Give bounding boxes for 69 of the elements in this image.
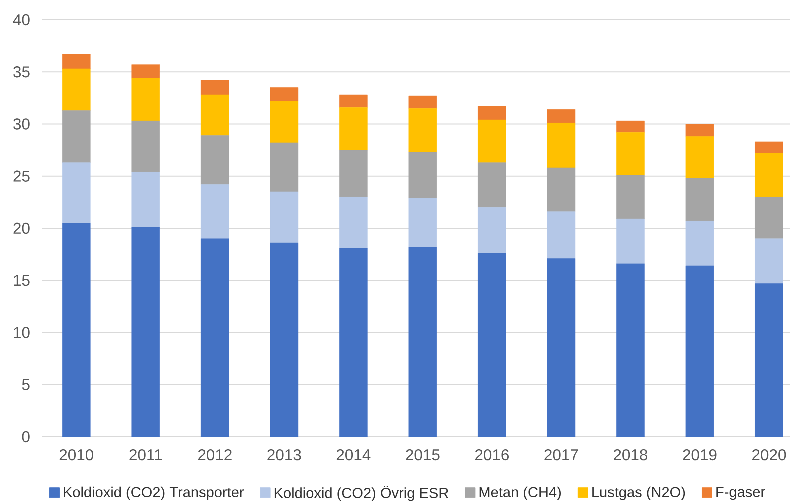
bar — [547, 168, 576, 212]
legend-label: Metan (CH4) — [480, 486, 561, 500]
bar — [686, 124, 714, 137]
y-tick-label: 40 — [13, 14, 30, 26]
bar — [408, 96, 438, 109]
x-tick-label: 2012 — [198, 450, 232, 461]
bar — [132, 172, 160, 228]
x-tick-label: 2011 — [130, 450, 162, 461]
bar — [547, 123, 576, 168]
bar — [478, 162, 506, 208]
x-tick-label: 2014 — [336, 450, 371, 461]
bar — [62, 68, 91, 111]
legend-label: Koldioxid (CO2) Övrig ESR — [274, 486, 448, 502]
bar — [132, 120, 160, 172]
x-tick-label: 2019 — [683, 450, 717, 461]
bar — [201, 80, 230, 96]
bar — [340, 107, 368, 150]
x-tick-label: 2013 — [268, 450, 302, 461]
y-tick-label: 35 — [14, 66, 30, 78]
bar — [478, 106, 506, 120]
bar — [616, 132, 645, 176]
bar — [132, 78, 160, 122]
x-tick-label: 2015 — [406, 450, 440, 461]
bar — [686, 221, 714, 266]
y-tick-label: 20 — [14, 222, 30, 234]
legend-label: Koldioxid (CO2) Transporter — [64, 486, 244, 500]
bar — [478, 208, 506, 254]
bar — [132, 64, 160, 79]
bar — [616, 218, 645, 264]
bar — [270, 88, 299, 102]
bar — [340, 94, 368, 108]
y-tick-label: 30 — [14, 118, 30, 130]
bar — [616, 120, 645, 133]
bar — [755, 197, 784, 240]
y-tick-label: 10 — [14, 327, 30, 338]
x-tick-label: 2018 — [614, 450, 648, 461]
x-tick-label: 2017 — [544, 450, 578, 461]
bar — [547, 212, 576, 259]
bar — [408, 198, 438, 248]
bar — [62, 54, 91, 70]
bar — [408, 108, 438, 153]
y-tick-label: 5 — [22, 379, 30, 390]
legend-label: Lustgas (N2O) — [592, 486, 686, 500]
bar — [340, 197, 368, 248]
bar — [547, 110, 576, 124]
x-tick-label: 2016 — [475, 450, 509, 461]
bar — [62, 110, 91, 163]
x-tick-label: 2020 — [752, 450, 786, 461]
bar — [755, 142, 784, 154]
bar — [201, 184, 230, 240]
bar — [686, 178, 714, 222]
bar — [616, 175, 645, 220]
bar — [270, 192, 299, 244]
bar — [201, 136, 230, 185]
bar — [686, 136, 714, 179]
bar — [408, 152, 438, 198]
bar — [755, 153, 784, 198]
bar — [62, 162, 91, 224]
bar — [270, 101, 299, 144]
bar — [201, 94, 230, 136]
y-tick-label: 0 — [22, 431, 30, 443]
bar — [340, 150, 368, 198]
bar — [270, 142, 299, 192]
y-tick-label: 15 — [14, 275, 30, 286]
bar — [478, 120, 506, 163]
bar — [755, 238, 784, 284]
x-tick-label: 2010 — [60, 450, 94, 461]
legend-label: F-gaser — [716, 487, 766, 500]
y-tick-label: 25 — [14, 170, 30, 182]
